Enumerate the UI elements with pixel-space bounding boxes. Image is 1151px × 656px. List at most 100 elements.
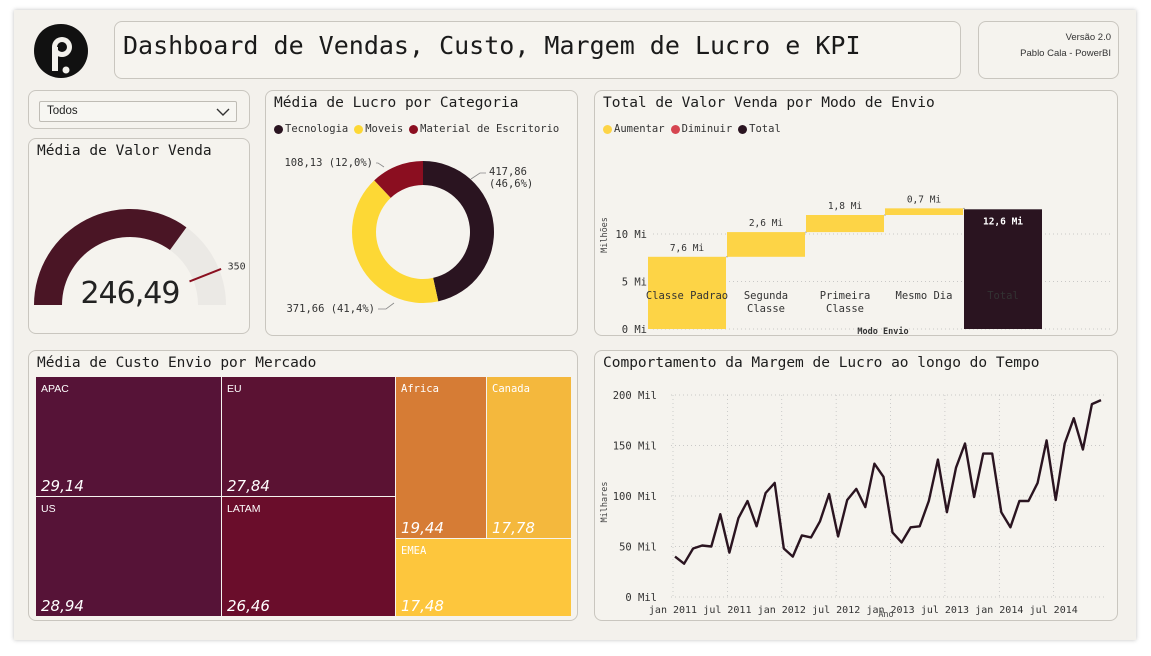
author-label: Pablo Cala - PowerBI [1020, 48, 1111, 59]
line-x-tick: jul 2013 [921, 605, 969, 616]
donut-title: Média de Lucro por Categoria [274, 95, 519, 111]
filter-card: Todos [28, 90, 250, 129]
treemap-tile-latam[interactable]: LATAM 26,46 [222, 497, 395, 616]
treemap-tile-value: 26,46 [227, 597, 270, 615]
line-y-tick: 200 Mil [613, 390, 657, 402]
waterfall-bar[interactable] [964, 209, 1042, 329]
donut-slice-moveis[interactable] [352, 180, 439, 303]
waterfall-x-tick: Primeira [820, 290, 871, 302]
treemap-tile-emea[interactable]: EMEA 17,48 [396, 539, 571, 616]
dropdown-selected-value: Todos [47, 105, 78, 117]
waterfall-y-tick: 10 Mi [615, 229, 647, 241]
treemap-tile-label: LATAM [227, 503, 261, 515]
waterfall-x-tick: Total [987, 290, 1019, 302]
treemap-tile-value: 27,84 [227, 477, 270, 495]
treemap-tile-label: EMEA [401, 545, 427, 557]
slice-label-moveis: 371,66 (41,4%) [286, 303, 375, 315]
gauge-value: 246,49 [81, 276, 180, 311]
treemap-title: Média de Custo Envio por Mercado [37, 355, 317, 371]
treemap-tile-africa[interactable]: Africa 19,44 [396, 377, 486, 538]
waterfall-y-tick: 5 Mi [622, 277, 647, 289]
treemap-chart: APAC 29,14 US 28,94 EU 27,84 LATAM 26,46 Africa 1… [36, 377, 571, 616]
treemap-tile-value: 19,44 [401, 519, 444, 537]
donut-slice-tecnologia[interactable] [423, 161, 494, 302]
donut-legend: Tecnologia Moveis Material de Escritorio [274, 123, 559, 135]
treemap-card: Média de Custo Envio por Mercado APAC 29,… [28, 350, 578, 621]
line-x-tick: jan 2013 [866, 605, 914, 616]
waterfall-bar[interactable] [885, 208, 963, 215]
line-series-margem [674, 399, 1102, 565]
label-leader-tecnologia [470, 172, 486, 180]
chevron-down-icon [216, 108, 230, 116]
line-x-tick: jul 2012 [812, 605, 860, 616]
waterfall-data-label: 1,8 Mi [828, 201, 863, 212]
line-card: Comportamento da Margem de Lucro ao long… [594, 350, 1118, 621]
slice-label-escritorio: 108,13 (12,0%) [284, 157, 373, 169]
treemap-tile-label: APAC [41, 383, 69, 395]
waterfall-x-axis-label: Modo Envio [857, 326, 908, 337]
line-title: Comportamento da Margem de Lucro ao long… [603, 355, 1040, 371]
legend-item-tecnologia: Tecnologia [274, 123, 348, 135]
logo [30, 20, 92, 82]
donut-card: Média de Lucro por Categoria Tecnologia … [265, 90, 578, 336]
slice-label-tecnologia-pct: (46,6%) [489, 178, 533, 190]
treemap-tile-label: US [41, 503, 56, 515]
gauge-title: Média de Valor Venda [37, 143, 212, 159]
treemap-tile-eu[interactable]: EU 27,84 [222, 377, 395, 496]
line-y-tick: 150 Mil [613, 441, 657, 453]
waterfall-x-tick: Classe [747, 303, 785, 315]
waterfall-x-tick: Segunda [744, 290, 788, 302]
donut-slice-escritorio[interactable] [374, 161, 423, 198]
treemap-tile-apac[interactable]: APAC 29,14 [36, 377, 221, 496]
treemap-tile-label: EU [227, 383, 242, 395]
legend-item-aumentar: Aumentar [603, 123, 665, 135]
waterfall-x-tick: Classe Padrao [646, 290, 728, 302]
waterfall-x-tick: Classe [826, 303, 864, 315]
line-y-axis-label: Milhares [600, 482, 610, 523]
treemap-tile-value: 28,94 [41, 597, 84, 615]
version-label: Versão 2.0 [1065, 32, 1111, 43]
logo-icon [34, 24, 88, 78]
version-card: Versão 2.0 Pablo Cala - PowerBI [978, 21, 1119, 79]
waterfall-card: Total de Valor Venda por Modo de Envio A… [594, 90, 1118, 337]
treemap-tile-value: 17,48 [401, 597, 444, 615]
market-filter-dropdown[interactable]: Todos [39, 101, 237, 122]
line-x-tick: jan 2012 [758, 605, 806, 616]
waterfall-data-label: 7,6 Mi [670, 243, 705, 254]
waterfall-data-label: 0,7 Mi [907, 194, 942, 205]
waterfall-legend: Aumentar Diminuir Total [603, 123, 781, 135]
waterfall-data-label: 12,6 Mi [983, 216, 1023, 227]
line-x-axis-label: Ano [878, 610, 893, 620]
slice-label-tecnologia: 417,86 [489, 166, 527, 178]
line-x-tick: jan 2011 [649, 605, 697, 616]
waterfall-bar[interactable] [806, 215, 884, 233]
gauge-chart: 350 246,49 [34, 209, 246, 311]
treemap-tile-label: Canada [492, 383, 530, 395]
waterfall-chart: 0 Mi 5 Mi 10 Mi 7,6 Mi 2,6 Mi 1,8 Mi 0,7 Mi 12… [600, 194, 1111, 337]
label-leader-escritorio [376, 162, 385, 168]
waterfall-title: Total de Valor Venda por Modo de Envio [603, 95, 935, 111]
legend-item-moveis: Moveis [354, 123, 403, 135]
page-title: Dashboard de Vendas, Custo, Margem de Lu… [123, 31, 861, 60]
line-x-tick: jul 2014 [1030, 605, 1078, 616]
legend-item-total: Total [738, 123, 781, 135]
line-y-tick: 0 Mil [625, 592, 657, 604]
treemap-tile-us[interactable]: US 28,94 [36, 497, 221, 616]
dashboard-canvas: Dashboard de Vendas, Custo, Margem de Lu… [14, 10, 1136, 640]
treemap-tile-label: Africa [401, 383, 439, 395]
line-y-tick: 100 Mil [613, 491, 657, 503]
gauge-fill [34, 209, 187, 305]
title-card: Dashboard de Vendas, Custo, Margem de Lu… [114, 21, 961, 79]
gauge-target-label: 350 [228, 261, 246, 272]
treemap-tile-value: 17,78 [492, 519, 535, 537]
line-chart: 0 Mil 50 Mil 100 Mil 150 Mil 200 Mil jan 201… [600, 390, 1105, 620]
gauge-target-line [189, 267, 222, 283]
line-x-tick: jul 2011 [703, 605, 751, 616]
legend-item-diminuir: Diminuir [670, 123, 732, 135]
legend-item-escritorio: Material de Escritorio [409, 123, 559, 135]
donut-chart: 417,86 (46,6%) 108,13 (12,0%) 371,66 (41… [284, 157, 533, 315]
waterfall-bar[interactable] [727, 232, 805, 257]
treemap-tile-canada[interactable]: Canada 17,78 [487, 377, 571, 538]
waterfall-bar[interactable] [648, 256, 726, 329]
waterfall-x-tick: Mesmo Dia [896, 290, 953, 302]
